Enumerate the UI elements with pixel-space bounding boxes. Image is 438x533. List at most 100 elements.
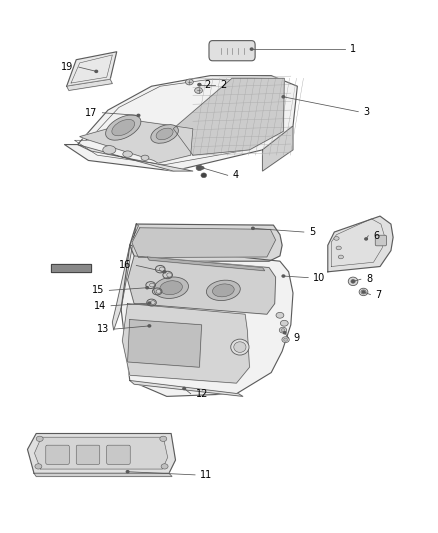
Ellipse shape <box>281 328 285 332</box>
FancyBboxPatch shape <box>107 445 130 464</box>
Ellipse shape <box>282 337 289 343</box>
Ellipse shape <box>161 464 168 469</box>
Ellipse shape <box>106 115 141 140</box>
Ellipse shape <box>194 87 202 93</box>
Ellipse shape <box>160 281 182 295</box>
Ellipse shape <box>365 238 367 240</box>
Ellipse shape <box>282 275 285 277</box>
Text: 7: 7 <box>376 289 382 300</box>
Ellipse shape <box>283 332 286 334</box>
Polygon shape <box>328 216 393 272</box>
Text: 15: 15 <box>92 285 104 295</box>
Ellipse shape <box>362 291 365 293</box>
Ellipse shape <box>103 146 116 154</box>
Polygon shape <box>130 381 243 397</box>
Polygon shape <box>121 245 293 397</box>
Ellipse shape <box>196 165 203 171</box>
Ellipse shape <box>282 96 285 98</box>
Polygon shape <box>127 256 276 314</box>
Text: 10: 10 <box>314 273 326 282</box>
Polygon shape <box>122 304 250 383</box>
Polygon shape <box>132 228 276 257</box>
Ellipse shape <box>252 227 254 229</box>
Ellipse shape <box>359 288 368 296</box>
Text: 16: 16 <box>119 261 131 270</box>
Ellipse shape <box>167 273 172 277</box>
Polygon shape <box>67 79 113 91</box>
Ellipse shape <box>36 436 43 441</box>
Ellipse shape <box>160 436 167 441</box>
Ellipse shape <box>231 339 249 355</box>
Ellipse shape <box>198 84 201 86</box>
Polygon shape <box>34 473 172 477</box>
Text: 6: 6 <box>374 231 380 241</box>
Text: 1: 1 <box>350 44 357 54</box>
Polygon shape <box>64 76 297 171</box>
Ellipse shape <box>156 128 173 140</box>
Text: 19: 19 <box>61 62 74 72</box>
Ellipse shape <box>336 246 341 250</box>
Ellipse shape <box>141 155 149 160</box>
Polygon shape <box>80 120 193 163</box>
Polygon shape <box>28 433 176 473</box>
Text: 17: 17 <box>85 108 97 118</box>
Text: 2: 2 <box>220 79 226 90</box>
Text: 5: 5 <box>309 227 315 237</box>
Text: 12: 12 <box>196 389 208 399</box>
Ellipse shape <box>95 70 98 72</box>
Polygon shape <box>130 224 282 261</box>
Ellipse shape <box>251 48 253 50</box>
Ellipse shape <box>352 280 354 282</box>
Ellipse shape <box>284 338 288 341</box>
FancyBboxPatch shape <box>209 41 255 61</box>
Ellipse shape <box>361 290 366 294</box>
Ellipse shape <box>163 271 166 273</box>
Ellipse shape <box>276 312 284 318</box>
Ellipse shape <box>126 471 129 473</box>
Ellipse shape <box>234 342 246 352</box>
Text: 4: 4 <box>233 171 239 180</box>
Text: 8: 8 <box>366 274 372 284</box>
Ellipse shape <box>198 84 201 86</box>
Ellipse shape <box>201 167 204 169</box>
Polygon shape <box>127 319 201 367</box>
FancyBboxPatch shape <box>46 445 69 464</box>
Ellipse shape <box>279 327 287 333</box>
Polygon shape <box>262 126 293 171</box>
Ellipse shape <box>146 287 148 289</box>
Polygon shape <box>113 224 138 330</box>
Text: 2: 2 <box>205 79 211 90</box>
FancyBboxPatch shape <box>76 445 100 464</box>
Ellipse shape <box>154 277 188 298</box>
FancyBboxPatch shape <box>375 235 387 246</box>
Ellipse shape <box>201 173 207 177</box>
Ellipse shape <box>159 267 165 271</box>
Polygon shape <box>67 52 117 86</box>
Ellipse shape <box>150 301 155 304</box>
Ellipse shape <box>123 151 132 157</box>
Ellipse shape <box>156 289 161 293</box>
Ellipse shape <box>183 387 185 390</box>
Ellipse shape <box>148 302 151 304</box>
Ellipse shape <box>150 283 154 287</box>
Ellipse shape <box>151 125 178 143</box>
Text: 14: 14 <box>94 301 106 311</box>
Ellipse shape <box>206 280 240 301</box>
Text: 3: 3 <box>364 107 370 117</box>
Ellipse shape <box>148 325 151 327</box>
Ellipse shape <box>112 119 134 136</box>
Text: 9: 9 <box>294 333 300 343</box>
Ellipse shape <box>185 79 193 85</box>
Text: 11: 11 <box>200 470 212 480</box>
Ellipse shape <box>351 279 355 283</box>
Ellipse shape <box>212 284 234 297</box>
Ellipse shape <box>348 277 358 286</box>
Ellipse shape <box>35 464 42 469</box>
Polygon shape <box>35 437 168 469</box>
Polygon shape <box>78 144 193 171</box>
Polygon shape <box>51 264 91 272</box>
Text: 13: 13 <box>97 324 110 334</box>
Polygon shape <box>147 257 265 271</box>
Ellipse shape <box>280 320 288 326</box>
Polygon shape <box>173 78 284 155</box>
